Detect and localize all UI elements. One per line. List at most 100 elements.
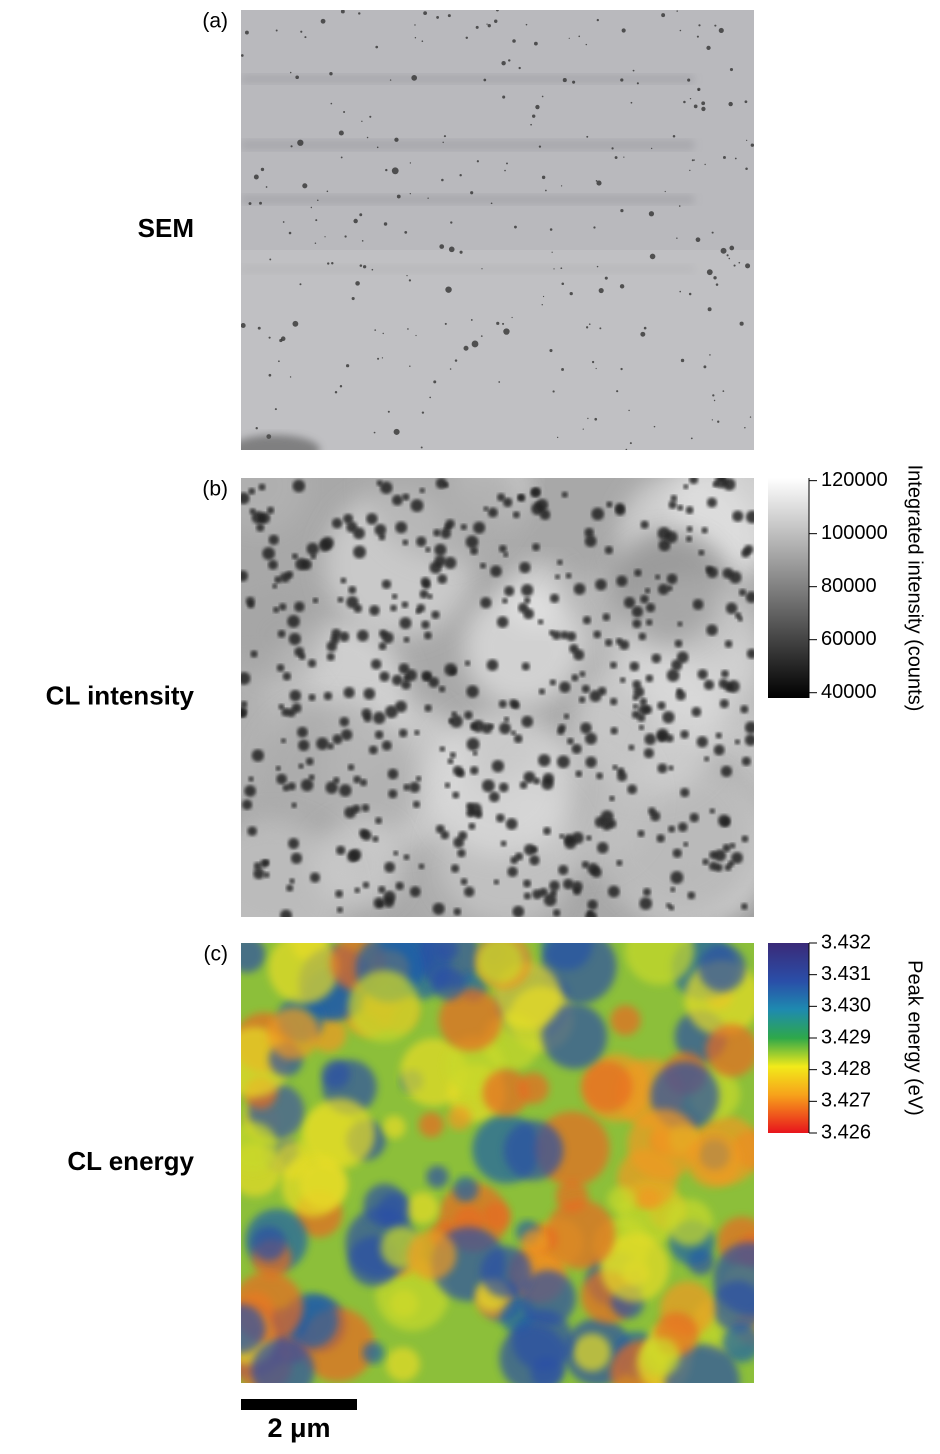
sem-band: [241, 140, 694, 150]
sem-dot: [470, 191, 474, 195]
cl-intensity-dot: [244, 785, 256, 797]
cl-intensity-dot: [696, 736, 708, 748]
cl-intensity-dot: [571, 674, 579, 682]
cl-intensity-dot: [549, 679, 557, 686]
cl-intensity-dot: [452, 791, 460, 799]
cl-intensity-dot: [629, 661, 640, 672]
cl-intensity-dot: [439, 746, 446, 752]
cl-energy-patch: [713, 1241, 754, 1315]
sem-dot: [549, 228, 553, 231]
cl-intensity-dot: [615, 502, 625, 513]
sem-dot: [596, 180, 602, 186]
cl-intensity-dot: [702, 858, 709, 866]
sem-dot: [676, 237, 678, 239]
sem-dot: [676, 10, 678, 12]
sem-dot: [496, 321, 500, 325]
cl-intensity-dot: [266, 506, 275, 514]
cl-intensity-dot: [409, 781, 421, 793]
cl-intensity-dot: [581, 684, 590, 694]
cl-intensity-dot: [433, 529, 441, 537]
sem-dot: [450, 221, 453, 224]
sem-dot: [404, 230, 408, 234]
sem-dot: [582, 428, 584, 430]
cl-intensity-dot: [353, 545, 366, 559]
cl-energy-patch: [241, 1121, 278, 1172]
cl-intensity-dot: [706, 497, 718, 508]
cl-intensity-dot: [421, 620, 430, 629]
sem-dot: [465, 36, 469, 40]
panel-label: (a): [202, 10, 228, 33]
cl-intensity-dot: [415, 775, 422, 782]
cl-intensity-dot: [290, 852, 303, 864]
cl-intensity-dot: [437, 574, 448, 584]
cl-energy-patch: [321, 1060, 350, 1089]
cl-intensity-dot: [651, 653, 662, 664]
cl-intensity-dot: [279, 572, 291, 583]
cl-intensity-dot: [582, 616, 592, 625]
cl-intensity-dot: [538, 688, 546, 695]
sem-dot: [433, 380, 437, 384]
cl-intensity-dot: [628, 744, 635, 751]
sem-dot: [383, 222, 388, 226]
sem-dot: [599, 327, 602, 330]
cl-energy-patch: [407, 1192, 439, 1224]
sem-dot: [696, 35, 699, 38]
sem-dot: [712, 394, 715, 397]
sem-dot: [385, 168, 388, 172]
cl-intensity-dot: [465, 535, 479, 549]
cl-intensity-dot: [644, 587, 651, 594]
cl-intensity-dot: [668, 765, 674, 771]
sem-dot: [587, 417, 589, 420]
cl-intensity-dot: [615, 637, 623, 645]
sem-dot: [334, 390, 338, 394]
cl-energy-patch: [382, 1115, 406, 1139]
cl-intensity-dot: [449, 752, 456, 759]
cl-intensity-dot: [604, 545, 614, 555]
cl-energy-patch: [299, 1160, 348, 1209]
cl-intensity-dot: [403, 854, 410, 861]
cl-intensity-dot: [387, 768, 399, 780]
cl-intensity-dot: [353, 527, 365, 540]
sem-dot: [315, 219, 318, 222]
cl-intensity-dot: [502, 597, 508, 604]
sem-dot: [470, 319, 473, 321]
cl-intensity-dot: [535, 498, 549, 512]
cl-intensity-dot: [488, 791, 500, 803]
cl-intensity-dot: [667, 585, 673, 591]
colorbar-tick-label: 3.429: [821, 1026, 871, 1048]
cl-energy-patch: [698, 944, 747, 992]
sem-dot: [713, 399, 716, 402]
cl-intensity-dot: [670, 494, 678, 502]
cl-intensity-dot: [443, 482, 449, 488]
cl-intensity-dot: [580, 722, 592, 734]
sem-dot: [614, 156, 618, 159]
sem-dot: [429, 396, 432, 399]
cl-intensity-dot: [657, 701, 666, 710]
cl-intensity-dot: [464, 710, 473, 720]
cl-intensity-dot: [554, 574, 561, 580]
sem-dot: [744, 427, 746, 429]
cl-intensity-dot: [362, 881, 370, 889]
sem-dot: [678, 205, 681, 207]
sem-dot: [649, 253, 656, 260]
cl-energy-patch: [639, 1187, 660, 1208]
cl-intensity-dot: [327, 742, 334, 750]
cl-energy-patch: [600, 1233, 670, 1303]
sem-dot: [561, 368, 564, 371]
cl-intensity-dot: [584, 535, 597, 548]
sem-dot: [711, 231, 714, 234]
cl-intensity-dot: [363, 687, 376, 700]
cl-intensity-dot: [632, 703, 639, 710]
cl-intensity-dot: [332, 734, 343, 745]
cl-intensity-dot: [419, 589, 429, 599]
cl-intensity-dot: [346, 596, 359, 609]
sem-dot: [396, 194, 401, 199]
sem-dot: [535, 104, 540, 110]
cl-intensity-dot: [247, 601, 255, 609]
cl-intensity-dot: [349, 848, 362, 861]
sem-dot: [244, 30, 249, 35]
cl-intensity-dot: [268, 534, 279, 546]
sem-dot: [514, 225, 517, 229]
sem-dot: [553, 268, 555, 270]
sem-dot: [722, 390, 725, 393]
